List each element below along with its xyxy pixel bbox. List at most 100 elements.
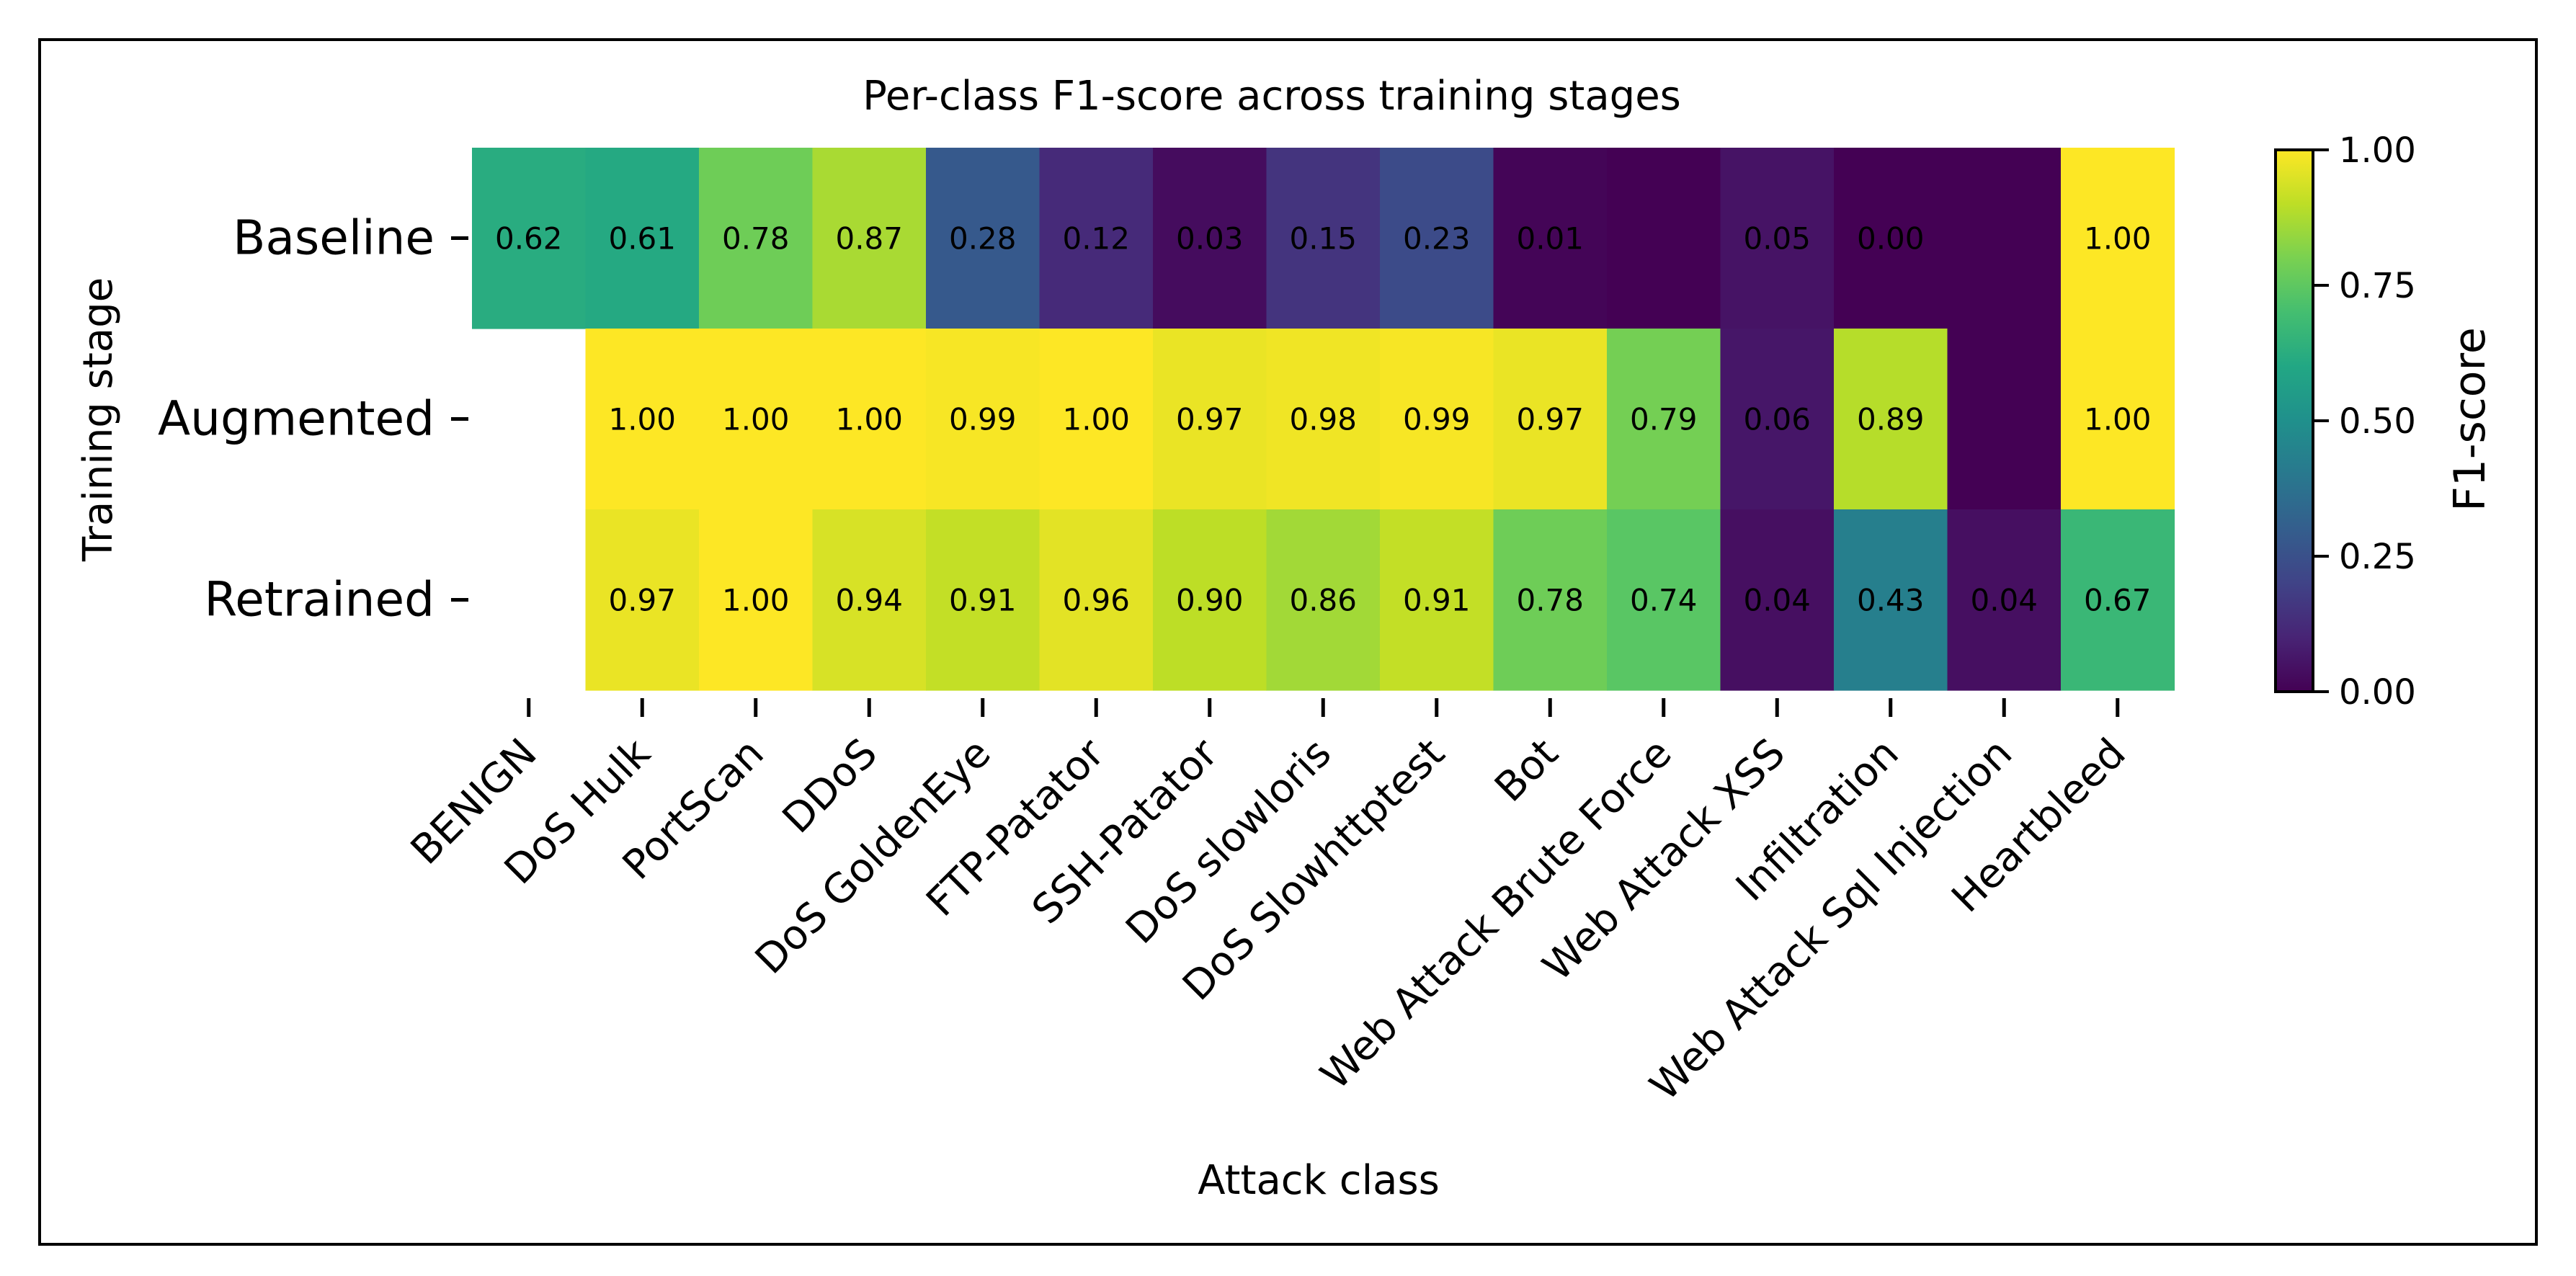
cell-value-label: 0.89 bbox=[1857, 402, 1925, 437]
cell-value-label: 0.23 bbox=[1403, 221, 1471, 256]
cell-value-label: 1.00 bbox=[722, 402, 790, 437]
colorbar-tick-label: 0.75 bbox=[2339, 266, 2416, 306]
heatmap-cell bbox=[1380, 148, 1494, 329]
cell-value-label: 0.05 bbox=[1743, 221, 1811, 256]
cell-value-label: 1.00 bbox=[2084, 402, 2152, 437]
heatmap-cell bbox=[1039, 329, 1154, 510]
heatmap-cell bbox=[926, 509, 1040, 691]
cell-value-label: 0.15 bbox=[1289, 221, 1357, 256]
heatmap-cell bbox=[1720, 509, 1835, 691]
heatmap-cell bbox=[1834, 148, 1948, 329]
cell-value-label: 0.87 bbox=[835, 221, 903, 256]
heatmap-cell bbox=[1947, 329, 2062, 510]
cell-value-label: 0.97 bbox=[608, 583, 676, 618]
y-tick-label: Retrained bbox=[204, 572, 434, 628]
heatmap-cell bbox=[1153, 329, 1267, 510]
colorbar-tick-label: 0.00 bbox=[2339, 672, 2416, 713]
heatmap-cell bbox=[1947, 509, 2062, 691]
chart-title: Per-class F1-score across training stage… bbox=[863, 73, 1681, 120]
heatmap-cell bbox=[1493, 509, 1608, 691]
heatmap-cell bbox=[1834, 509, 1948, 691]
heatmap-cell bbox=[1266, 329, 1381, 510]
cell-value-label: 0.97 bbox=[1176, 402, 1244, 437]
cell-value-label: 0.61 bbox=[608, 221, 676, 256]
heatmap-cell bbox=[1153, 509, 1267, 691]
heatmap-cell bbox=[812, 329, 927, 510]
heatmap-cell bbox=[1153, 148, 1267, 329]
colorbar-tick-label: 0.25 bbox=[2339, 537, 2416, 577]
cell-value-label: 0.79 bbox=[1630, 402, 1698, 437]
colorbar-gradient bbox=[2274, 148, 2314, 693]
heatmap-grid: 0.62 0.61 0.78 0.87 0.28 0.12 0.03 0.15 0.23 0.01… bbox=[472, 148, 2175, 691]
heatmap-cell bbox=[1607, 329, 1721, 510]
heatmap-cell bbox=[812, 509, 927, 691]
cell-value-label: 0.97 bbox=[1516, 402, 1584, 437]
colorbar: 0.00 0.25 0.50 0.75 1.00 bbox=[2274, 130, 2416, 713]
heatmap-cell bbox=[585, 148, 700, 329]
cell-value-label: 0.04 bbox=[1743, 583, 1811, 618]
y-axis-label: Training stage bbox=[75, 277, 122, 562]
heatmap-cell bbox=[1947, 148, 2062, 329]
colorbar-tick-label: 1.00 bbox=[2339, 130, 2416, 171]
cell-value-label: 1.00 bbox=[835, 402, 903, 437]
heatmap-cell bbox=[2061, 148, 2175, 329]
cell-value-label: 0.00 bbox=[1857, 221, 1925, 256]
heatmap-cell bbox=[699, 148, 814, 329]
cell-value-label: 0.74 bbox=[1630, 583, 1698, 618]
heatmap-cell bbox=[699, 509, 814, 691]
heatmap-cell bbox=[1834, 329, 1948, 510]
cell-value-label: 0.43 bbox=[1857, 583, 1925, 618]
heatmap-cell bbox=[585, 329, 700, 510]
heatmap-cell bbox=[472, 148, 587, 329]
cell-value-label: 0.86 bbox=[1289, 583, 1357, 618]
heatmap-cell bbox=[926, 148, 1040, 329]
heatmap-cell bbox=[1266, 148, 1381, 329]
cell-value-label: 0.03 bbox=[1176, 221, 1244, 256]
cell-value-label: 1.00 bbox=[608, 402, 676, 437]
cell-value-label: 0.99 bbox=[949, 402, 1017, 437]
cell-value-label: 0.96 bbox=[1062, 583, 1130, 618]
cell-value-label: 0.28 bbox=[949, 221, 1017, 256]
cell-value-label: 0.98 bbox=[1289, 402, 1357, 437]
cell-value-label: 0.99 bbox=[1403, 402, 1471, 437]
cell-value-label: 0.67 bbox=[2084, 583, 2152, 618]
heatmap-cell bbox=[2061, 329, 2175, 510]
heatmap-cell bbox=[1720, 329, 1835, 510]
heatmap-cell bbox=[585, 509, 700, 691]
heatmap-cell bbox=[1039, 509, 1154, 691]
heatmap-cell bbox=[1493, 148, 1608, 329]
cell-value-label: 0.78 bbox=[1516, 583, 1584, 618]
heatmap-cell bbox=[1266, 509, 1381, 691]
cell-value-label: 1.00 bbox=[2084, 221, 2152, 256]
heatmap-cell bbox=[1720, 148, 1835, 329]
y-tick-label: Augmented bbox=[158, 391, 434, 447]
cell-value-label: 0.12 bbox=[1062, 221, 1130, 256]
cell-value-label: 0.94 bbox=[835, 583, 903, 618]
cell-value-label: 0.06 bbox=[1743, 402, 1811, 437]
cell-value-label: 0.91 bbox=[949, 583, 1017, 618]
heatmap-cell bbox=[812, 148, 927, 329]
heatmap-cell bbox=[2061, 509, 2175, 691]
heatmap-cell bbox=[1039, 148, 1154, 329]
cell-value-label: 0.62 bbox=[495, 221, 563, 256]
heatmap-cell bbox=[1493, 329, 1608, 510]
colorbar-label: F1-score bbox=[2445, 327, 2495, 512]
cell-value-label: 0.01 bbox=[1516, 221, 1584, 256]
y-axis: Baseline Augmented Retrained bbox=[158, 210, 468, 628]
heatmap-cell bbox=[699, 329, 814, 510]
cell-value-label: 1.00 bbox=[722, 583, 790, 618]
heatmap-cell bbox=[1607, 509, 1721, 691]
heatmap-cell bbox=[1380, 329, 1494, 510]
heatmap-cell bbox=[1607, 148, 1721, 329]
cell-value-label: 0.91 bbox=[1403, 583, 1471, 618]
y-tick-label: Baseline bbox=[233, 210, 434, 266]
cell-value-label: 0.90 bbox=[1176, 583, 1244, 618]
heatmap-cell bbox=[926, 329, 1040, 510]
cell-value-label: 0.04 bbox=[1970, 583, 2038, 618]
cell-value-label: 1.00 bbox=[1062, 402, 1130, 437]
x-axis-label: Attack class bbox=[1198, 1157, 1440, 1204]
colorbar-tick-label: 0.50 bbox=[2339, 401, 2416, 442]
cell-value-label: 0.78 bbox=[722, 221, 790, 256]
heatmap-cell bbox=[1380, 509, 1494, 691]
